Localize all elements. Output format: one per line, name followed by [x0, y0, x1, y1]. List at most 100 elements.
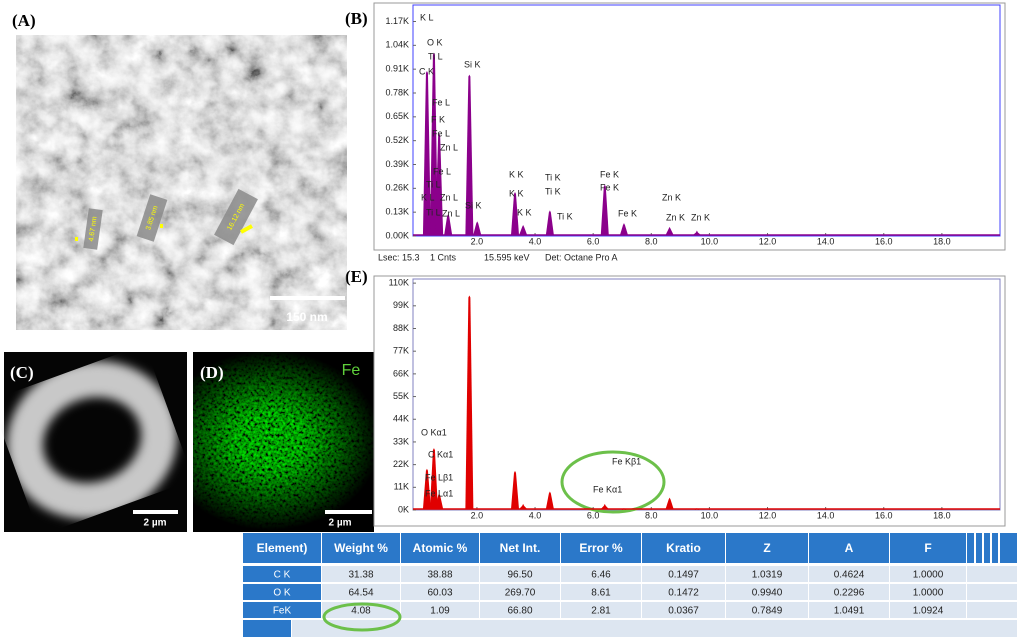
- peak-label: C K: [419, 66, 434, 76]
- y-tick-label: 0.13K: [385, 207, 409, 217]
- x-tick-label: 4.0: [529, 510, 542, 520]
- cell-text: 66.80: [507, 606, 532, 617]
- cell-text: 31.38: [348, 570, 373, 581]
- y-tick-label: 0.00K: [385, 230, 409, 240]
- sem-image: [16, 35, 347, 330]
- peak: [600, 184, 609, 235]
- cell: [809, 584, 889, 600]
- peak-label: O Kα1: [421, 427, 447, 437]
- header-cell: [642, 533, 725, 563]
- scale-bar-label: 2 µm: [144, 518, 167, 529]
- header-cell: [243, 533, 321, 563]
- y-tick-label: 99K: [393, 300, 409, 310]
- peak-label: Zn K: [691, 212, 710, 222]
- panel-label: (B): [345, 9, 368, 28]
- cell: [480, 566, 560, 582]
- cell-text: 1.0924: [913, 606, 944, 617]
- peak-label: Zn L: [440, 142, 458, 152]
- header-text: F: [924, 541, 931, 555]
- panel-label: (C): [10, 363, 34, 382]
- y-tick-label: 33K: [393, 436, 409, 446]
- cell-text: 0.2296: [834, 588, 865, 599]
- y-tick-label: 110K: [389, 278, 409, 288]
- peak-label: Fe Lβ1: [425, 472, 453, 482]
- peak-label: Fe K: [600, 182, 619, 192]
- cell: [642, 566, 725, 582]
- peak: [600, 503, 609, 509]
- peak-label: Fe L: [432, 128, 450, 138]
- cell: [890, 602, 966, 618]
- peak-label: K L: [421, 192, 435, 202]
- header-cell: [726, 533, 808, 563]
- header-cell: [322, 533, 400, 563]
- cell-text: 1.0000: [913, 570, 944, 581]
- peak-label: Fe K: [618, 208, 637, 218]
- peak-label: Fe K: [600, 169, 619, 179]
- cell-text: 2.81: [591, 606, 611, 617]
- cell: [561, 566, 641, 582]
- measurement: 4.67 nm: [88, 216, 98, 242]
- peak-label: Fe L: [432, 97, 450, 107]
- cell: [642, 584, 725, 600]
- peak: [444, 214, 453, 235]
- cell-text: O K: [273, 588, 291, 599]
- cell: [243, 620, 291, 637]
- cell-text: 1.0319: [752, 570, 783, 581]
- cell: [890, 584, 966, 600]
- peak: [692, 230, 701, 235]
- chart-frame: [373, 275, 1006, 527]
- x-tick-label: 2.0: [471, 236, 484, 246]
- cell: [322, 566, 400, 582]
- peak: [473, 221, 482, 235]
- peak: [692, 507, 701, 510]
- peak: [545, 491, 554, 509]
- footer-text: Lsec: 15.3: [378, 252, 420, 262]
- peak: [435, 133, 444, 235]
- peak: [422, 468, 431, 509]
- peak-label: Ti L: [426, 207, 441, 217]
- header-cell: [809, 533, 889, 563]
- cell: [561, 602, 641, 618]
- peak: [429, 448, 438, 509]
- cell: [243, 602, 321, 618]
- y-tick-label: 0.78K: [385, 87, 409, 97]
- highlight: [322, 602, 402, 632]
- y-tick-label: 0.65K: [385, 111, 409, 121]
- cell: [292, 620, 1017, 637]
- header-cell: [480, 533, 560, 563]
- peak-label: O K: [427, 37, 443, 47]
- cell-text: 0.7849: [752, 606, 783, 617]
- peak-label: Ti K: [545, 186, 561, 196]
- cell: [480, 584, 560, 600]
- cell: [401, 602, 479, 618]
- x-tick-label: 14.0: [817, 510, 835, 520]
- header-cell: [401, 533, 479, 563]
- y-tick-label: 77K: [393, 346, 409, 356]
- plot-area: [412, 4, 1001, 237]
- element-label: Fe: [342, 362, 361, 379]
- peak-label: Fe Lα1: [425, 488, 453, 498]
- cell-text: C K: [274, 570, 291, 581]
- cell: [243, 566, 321, 582]
- cell: [726, 584, 808, 600]
- peak-label: Fe L: [433, 166, 451, 176]
- cell-text: 1.09: [430, 606, 450, 617]
- cell-text: 1.0000: [913, 588, 944, 599]
- map-d: (D) Fe 2 µm: [193, 352, 374, 532]
- x-tick-label: 12.0: [759, 236, 777, 246]
- cell-text: 0.9940: [752, 588, 783, 599]
- map-c: (C) 2 µm: [4, 352, 187, 532]
- y-tick-label: 0.26K: [385, 183, 409, 193]
- cell-text: 0.4624: [834, 570, 865, 581]
- x-tick-label: 16.0: [875, 236, 893, 246]
- peak: [519, 225, 528, 235]
- header-text: Net Int.: [500, 541, 541, 555]
- cell-text: 0.1497: [668, 570, 699, 581]
- cell: [642, 602, 725, 618]
- peak-label: Fe Kα1: [593, 484, 622, 494]
- x-tick-label: 8.0: [645, 236, 658, 246]
- y-tick-label: 55K: [393, 391, 409, 401]
- footer-text: Det: Octane Pro A: [545, 252, 618, 262]
- x-tick-label: 18.0: [933, 236, 951, 246]
- peak: [510, 470, 519, 509]
